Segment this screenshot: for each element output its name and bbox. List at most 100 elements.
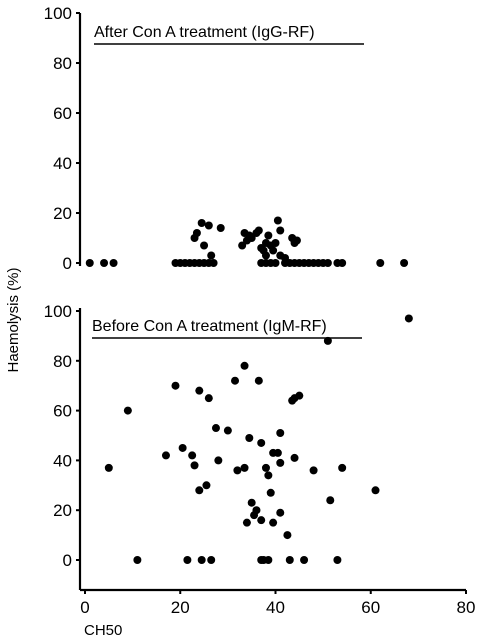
data-point-bottom xyxy=(333,556,342,564)
data-point-bottom xyxy=(300,556,309,564)
data-point-bottom xyxy=(264,471,273,480)
data-point-bottom xyxy=(290,453,299,462)
data-point-top xyxy=(85,259,94,267)
data-point-bottom xyxy=(245,433,254,442)
data-point-bottom xyxy=(269,518,278,527)
data-point-bottom xyxy=(276,458,285,467)
y-tick-label: 100 xyxy=(44,4,72,23)
y-ticks-top: 0 20 40 60 80 100 xyxy=(44,4,80,273)
data-point-top xyxy=(100,259,109,267)
y-tick-label: 40 xyxy=(53,154,72,173)
y-tick-label: 80 xyxy=(53,352,72,371)
data-point-top xyxy=(264,231,273,240)
data-point-bottom xyxy=(211,424,220,433)
y-ticks-bottom: 0 20 40 60 80 100 xyxy=(44,302,80,570)
data-point-bottom xyxy=(204,394,213,403)
panel-before-con-a: Before Con A treatment (IgM-RF) 0 20 40 60 8… xyxy=(44,302,413,590)
data-point-bottom xyxy=(188,451,197,460)
data-point-bottom xyxy=(178,443,187,452)
data-point-bottom xyxy=(323,336,332,345)
data-point-top xyxy=(376,259,385,267)
data-point-top xyxy=(200,241,209,250)
y-tick-label: 20 xyxy=(53,501,72,520)
data-point-top xyxy=(261,251,270,260)
data-point-top xyxy=(271,259,280,267)
x-tick-label: 0 xyxy=(80,598,89,617)
data-point-bottom xyxy=(231,376,240,385)
x-tick-label: 80 xyxy=(457,598,476,617)
data-point-bottom xyxy=(207,556,216,564)
data-point-bottom xyxy=(123,406,132,415)
data-point-bottom xyxy=(171,381,180,390)
data-point-top xyxy=(276,226,285,235)
data-point-bottom xyxy=(338,463,347,472)
data-point-top xyxy=(292,236,301,245)
data-point-top xyxy=(323,259,332,267)
data-point-bottom xyxy=(257,516,266,525)
x-tick-label: 20 xyxy=(171,598,190,617)
data-point-bottom xyxy=(371,486,380,495)
y-tick-label: 80 xyxy=(53,54,72,73)
data-point-top xyxy=(273,216,282,225)
data-point-top xyxy=(209,259,218,267)
y-tick-label: 60 xyxy=(53,402,72,421)
data-point-bottom xyxy=(240,361,249,370)
data-point-bottom xyxy=(254,376,263,385)
data-point-bottom xyxy=(161,451,170,460)
data-point-top xyxy=(109,259,118,267)
data-point-bottom xyxy=(223,426,232,435)
data-point-bottom xyxy=(264,556,273,564)
data-point-top xyxy=(238,241,247,250)
data-point-bottom xyxy=(285,556,294,564)
data-point-top xyxy=(338,259,347,267)
data-point-top xyxy=(271,239,280,247)
data-point-bottom xyxy=(295,391,304,400)
data-point-bottom xyxy=(273,448,282,457)
data-point-bottom xyxy=(309,466,318,475)
data-point-bottom xyxy=(276,508,285,517)
data-point-bottom xyxy=(242,518,251,527)
data-point-bottom xyxy=(257,438,266,447)
data-point-top xyxy=(197,219,206,227)
x-tick-label: 40 xyxy=(266,598,285,617)
data-point-bottom xyxy=(195,386,204,395)
data-point-bottom xyxy=(195,486,204,495)
data-point-top xyxy=(204,221,213,230)
data-point-bottom xyxy=(266,488,275,497)
data-point-bottom xyxy=(183,556,192,564)
data-point-bottom xyxy=(202,481,211,490)
data-point-bottom xyxy=(247,498,256,507)
data-point-bottom xyxy=(240,463,249,472)
x-tick-label: 60 xyxy=(361,598,380,617)
panel-title-before: Before Con A treatment (IgM-RF) xyxy=(92,318,327,335)
x-ticks: 0 20 40 60 80 xyxy=(80,590,475,617)
data-point-bottom xyxy=(133,556,142,564)
y-axis-label: Haemolysis (%) xyxy=(5,267,22,372)
data-point-bottom xyxy=(190,461,199,470)
data-point-top xyxy=(400,259,409,267)
data-point-bottom xyxy=(326,496,335,505)
data-point-bottom xyxy=(252,506,261,515)
data-point-bottom xyxy=(233,466,242,475)
y-tick-label: 60 xyxy=(53,104,72,123)
panel-title-after: After Con A treatment (IgG-RF) xyxy=(94,24,315,41)
y-tick-label: 40 xyxy=(53,451,72,470)
y-tick-label: 20 xyxy=(53,204,72,223)
data-point-bottom xyxy=(261,463,270,472)
data-point-bottom xyxy=(197,556,206,564)
y-tick-label: 0 xyxy=(63,254,72,273)
panel-after-con-a: After Con A treatment (IgG-RF) 0 20 40 60 80… xyxy=(44,4,409,273)
data-point-top xyxy=(207,251,216,260)
data-point-bottom xyxy=(404,314,413,323)
y-tick-label: 100 xyxy=(44,302,72,321)
data-point-bottom xyxy=(214,456,223,465)
data-point-top xyxy=(192,229,201,237)
data-point-top xyxy=(254,226,263,235)
y-tick-label: 0 xyxy=(63,551,72,570)
data-point-top xyxy=(269,246,278,255)
data-point-top xyxy=(247,234,256,242)
points-top xyxy=(85,216,409,267)
data-point-bottom xyxy=(104,463,113,472)
x-axis-label: CH50 xyxy=(84,622,122,639)
